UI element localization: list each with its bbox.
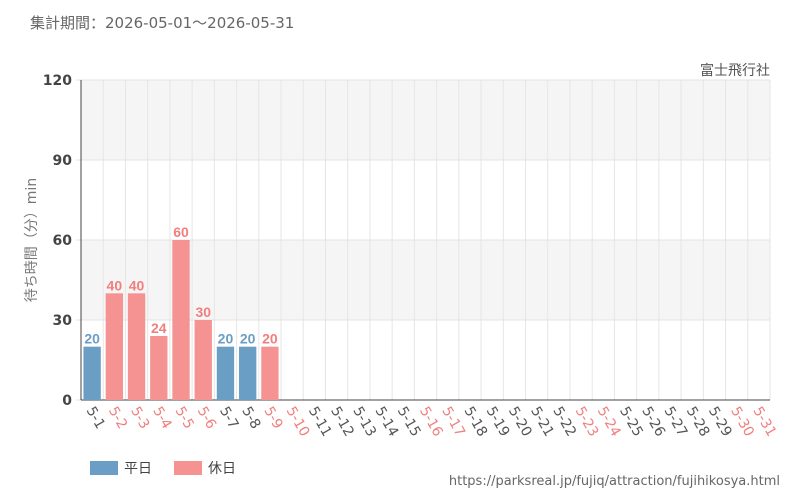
bar (105, 293, 124, 400)
attraction-name: 富士飛行社 (700, 63, 770, 79)
plot-band (81, 160, 770, 240)
y-axis-label: 待ち時間（分）min (24, 178, 40, 302)
data-label: 20 (262, 331, 278, 347)
legend-weekday-swatch (90, 461, 118, 475)
data-label: 60 (173, 224, 189, 240)
y-tick-label: 60 (53, 233, 73, 249)
data-label: 24 (151, 320, 167, 336)
data-label: 40 (129, 277, 145, 293)
plot-band (81, 240, 770, 320)
data-label: 20 (240, 331, 256, 347)
legend-weekday: 平日 (90, 458, 152, 478)
x-tick-label: 5-31 (749, 404, 779, 440)
legend-holiday-swatch (174, 461, 202, 475)
bar (150, 336, 168, 400)
x-tick-label: 5-8 (238, 404, 263, 432)
y-tick-label: 120 (43, 73, 72, 89)
data-label: 20 (84, 331, 100, 347)
legend-holiday: 休日 (174, 458, 236, 478)
bar (127, 293, 146, 400)
bar (239, 346, 257, 400)
x-tick-label: 5-5 (172, 404, 197, 432)
y-tick-label: 0 (62, 393, 72, 409)
legend-holiday-label: 休日 (208, 461, 236, 477)
data-label: 40 (107, 277, 123, 293)
x-tick-label: 5-4 (149, 404, 174, 432)
plot-band (81, 80, 770, 160)
bar (216, 346, 235, 400)
data-label: 30 (195, 304, 211, 320)
bar (194, 320, 212, 400)
legend: 平日 休日 (90, 458, 236, 478)
x-tick-label: 5-6 (194, 404, 219, 432)
source-url: https://parksreal.jp/fujiq/attraction/fu… (448, 474, 780, 489)
legend-weekday-label: 平日 (124, 461, 152, 477)
x-tick-label: 5-3 (127, 404, 152, 432)
data-label: 20 (218, 331, 234, 347)
bar (172, 240, 190, 400)
x-tick-label: 5-1 (83, 404, 108, 432)
x-tick-label: 5-9 (260, 404, 285, 432)
period-label: 集計期間：2026-05-01～2026-05-31 (30, 14, 295, 32)
y-tick-label: 30 (53, 313, 73, 329)
y-tick-label: 90 (53, 153, 73, 169)
bar (83, 346, 101, 400)
x-tick-label: 5-2 (105, 404, 130, 432)
bar (261, 346, 279, 400)
x-tick-label: 5-7 (216, 404, 241, 432)
